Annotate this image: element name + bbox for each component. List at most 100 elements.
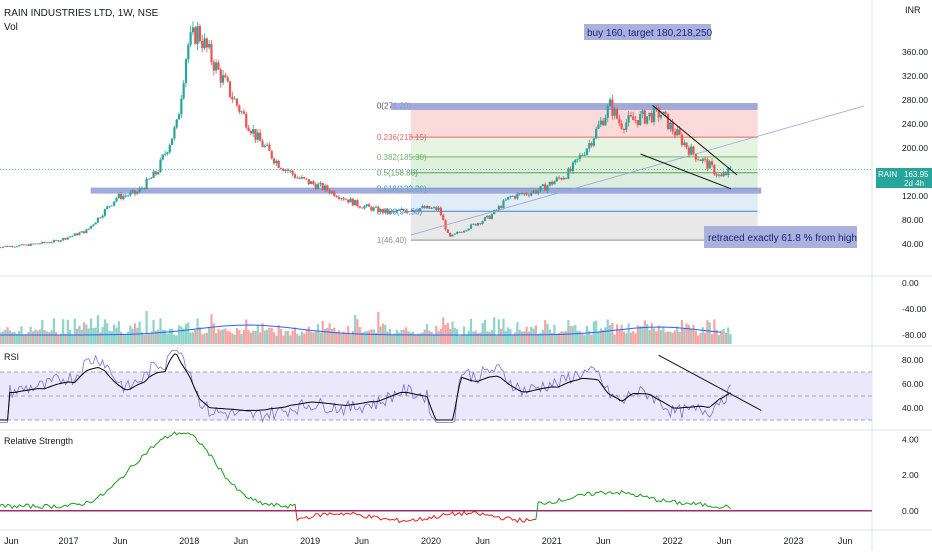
candle-body	[513, 195, 517, 199]
candle-body	[398, 210, 401, 211]
candle-body	[497, 206, 500, 210]
candle-body	[154, 171, 157, 175]
volume-bar	[560, 331, 563, 344]
rs-tick-label: 2.00	[902, 470, 919, 480]
vol-tick-label: 0.00	[902, 278, 919, 288]
volume-bar	[152, 319, 155, 344]
retrace-text: retraced exactly 61.8 % from high	[708, 233, 857, 244]
candle-body	[194, 27, 197, 44]
candle-body	[124, 195, 127, 197]
volume-bar	[335, 332, 338, 344]
volume-bar	[136, 327, 139, 344]
candle-body	[247, 127, 250, 132]
volume-bar	[187, 322, 190, 344]
volume-bar	[620, 324, 623, 344]
volume-bar	[516, 322, 519, 344]
volume-bar	[539, 332, 542, 344]
candle-body	[143, 188, 146, 190]
volume-bar	[418, 333, 422, 344]
candle-body	[170, 138, 174, 145]
candle-body	[720, 174, 723, 177]
price-tag-symbol: RAIN	[878, 170, 897, 179]
candle-body	[618, 118, 621, 124]
candle-body	[676, 129, 679, 136]
volume-bar	[567, 319, 570, 344]
volume-bar	[486, 331, 489, 344]
volume-bar	[101, 327, 104, 344]
candle-body	[379, 209, 382, 213]
volume-bar	[180, 326, 183, 344]
candle-body	[296, 177, 299, 179]
candle-body	[509, 196, 512, 198]
candle-body	[275, 160, 278, 164]
volume-bar	[270, 327, 273, 344]
candle-body	[108, 206, 111, 207]
volume-bar	[449, 328, 452, 344]
fib-level-label: 1(46.40)	[377, 236, 407, 245]
volume-bar	[618, 330, 621, 344]
fib-zone	[410, 172, 758, 189]
volume-bar	[409, 332, 412, 344]
x-tick-label: Jun	[596, 536, 611, 546]
volume-bar	[198, 327, 201, 344]
volume-bar	[296, 333, 299, 344]
candle-body	[687, 147, 690, 155]
volume-bar	[495, 335, 498, 344]
candle-body	[597, 124, 600, 129]
plan-box[interactable]	[584, 24, 711, 40]
candle-body	[59, 240, 62, 242]
volume-bar	[692, 325, 695, 344]
candle-body	[249, 131, 252, 134]
wedge-lower	[640, 153, 732, 190]
candle-body	[592, 138, 595, 146]
candle-body	[351, 198, 354, 206]
fib-zone	[410, 211, 758, 241]
volume-bar	[48, 332, 51, 344]
retrace-box[interactable]	[704, 226, 857, 248]
volume-bar	[604, 327, 607, 344]
candle-body	[500, 206, 503, 208]
candle-body	[138, 188, 141, 193]
volume-bar	[537, 333, 540, 344]
volume-bar	[655, 331, 658, 344]
volume-bar	[321, 320, 324, 344]
price-tag-countdown: 2d 4h	[904, 179, 924, 188]
volume-bar	[282, 335, 285, 344]
candle-body	[544, 184, 547, 191]
volume-bar	[627, 323, 630, 344]
candle-body	[252, 129, 255, 134]
candle-body	[527, 194, 531, 196]
volume-bar	[115, 327, 118, 344]
volume-bar	[99, 332, 102, 344]
candle-body	[446, 229, 449, 233]
candle-body	[402, 209, 405, 211]
volume-bar	[122, 333, 125, 344]
candle-body	[182, 83, 185, 99]
volume-bar	[356, 319, 359, 344]
rsi-tick-label: 60.00	[902, 379, 924, 389]
volume-bar	[326, 327, 329, 344]
x-tick-label: Jun	[717, 536, 732, 546]
volume-bar	[184, 323, 188, 344]
volume-bar	[599, 328, 602, 344]
volume-bar	[289, 335, 292, 344]
volume-bar	[585, 325, 588, 344]
candle-body	[221, 75, 225, 83]
volume-bar	[168, 328, 171, 344]
volume-bar	[442, 317, 445, 344]
volume-bar	[685, 323, 688, 344]
candle-body	[120, 193, 123, 200]
volume-bar	[221, 329, 225, 344]
volume-bar	[1, 331, 5, 344]
candle-body	[692, 146, 695, 154]
candle-body	[388, 211, 392, 214]
candle-body	[400, 209, 403, 211]
volume-bar	[425, 324, 429, 344]
price-tag-price: 163.95	[904, 170, 929, 179]
candle-body	[460, 231, 463, 233]
x-tick-label: 2019	[300, 536, 320, 546]
volume-bar	[233, 334, 236, 344]
volume-bar	[504, 330, 507, 344]
volume-bar	[201, 334, 204, 344]
candle-body	[551, 181, 554, 185]
